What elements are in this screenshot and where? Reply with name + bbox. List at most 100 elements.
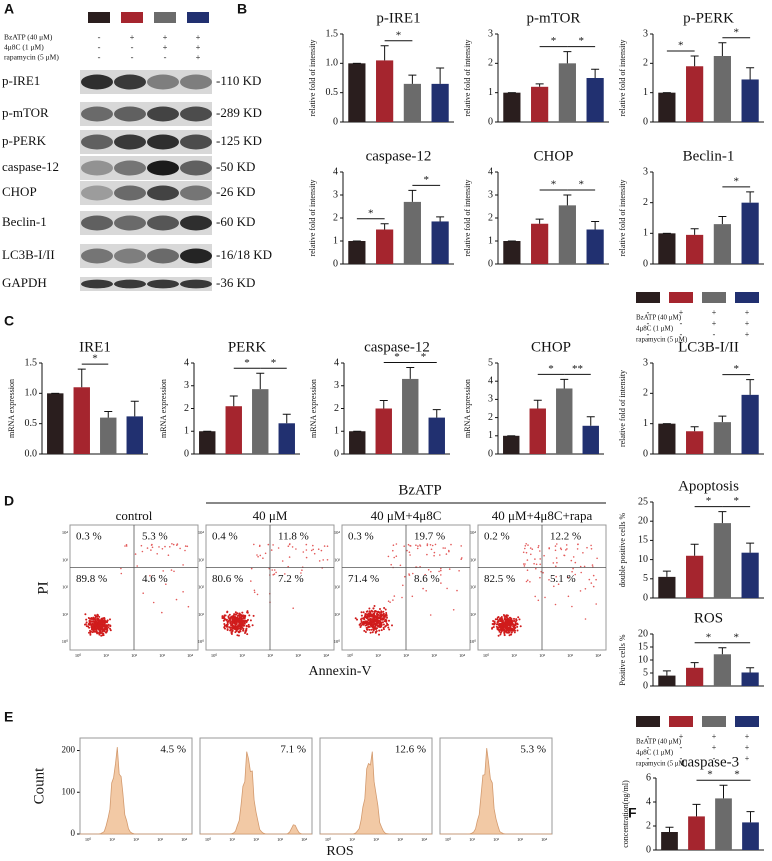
flow-dot	[171, 543, 173, 545]
flow-dot	[591, 564, 594, 566]
flow-dot	[512, 629, 514, 632]
flow-dot	[499, 633, 502, 636]
blot-band	[81, 185, 113, 201]
flow-dot	[438, 570, 440, 573]
legend-row-label: 4μ8C (1 μM)	[636, 749, 674, 757]
y-tick-label: 3	[333, 189, 338, 200]
legend-sign: +	[745, 743, 750, 752]
error-bar	[690, 55, 699, 67]
bar	[586, 229, 604, 264]
flow-dot	[497, 634, 500, 637]
flow-dot	[245, 624, 248, 627]
y-tick-label: 1	[184, 426, 189, 437]
blot-band	[81, 215, 113, 231]
flow-dot	[507, 629, 510, 632]
flow-dot	[251, 624, 254, 627]
bar	[741, 79, 759, 122]
flow-dot	[577, 543, 579, 545]
flow-dot	[378, 629, 381, 632]
flow-dot	[88, 621, 91, 624]
significance-label: *	[579, 35, 585, 47]
legend-sign: -	[680, 743, 683, 752]
flow-dot	[576, 548, 579, 550]
flow-dot	[508, 634, 511, 637]
blot-band	[114, 134, 146, 150]
quadrant-percent: 5.3 %	[142, 531, 168, 543]
histogram-x-tick-label: 10³	[517, 837, 524, 842]
y-tick-label: 1	[643, 228, 648, 239]
y-axis-title: relative fold of intensity	[463, 179, 472, 256]
flow-dot	[228, 613, 231, 616]
legend-swatch	[702, 292, 726, 303]
flow-dot	[534, 558, 536, 560]
significance-label: *	[421, 351, 427, 363]
flow-dot	[243, 615, 246, 618]
flow-dot	[373, 605, 376, 607]
flow-dot	[176, 543, 179, 545]
flow-dot	[239, 616, 242, 619]
flow-dot	[516, 629, 519, 632]
flow-y-tick-label: 10²	[470, 585, 477, 590]
flow-dot	[237, 626, 240, 629]
flow-dot	[238, 618, 241, 621]
flow-dot	[360, 614, 363, 617]
flow-dot	[574, 573, 576, 576]
blot-band	[147, 106, 179, 122]
flow-dot	[379, 614, 382, 617]
y-tick-label: 3	[488, 28, 493, 39]
flow-dot	[223, 623, 226, 625]
flow-dot	[360, 624, 363, 627]
chart-title: p-mTOR	[527, 10, 581, 26]
flow-dot	[511, 627, 514, 630]
flow-dot	[392, 544, 395, 546]
bar	[713, 224, 731, 264]
histogram-x-tick-label: 10³	[157, 837, 164, 842]
flow-dot	[106, 621, 108, 624]
histogram-percent: 4.5 %	[160, 744, 186, 756]
legend-sign: -	[164, 52, 167, 62]
flow-dot	[366, 628, 369, 631]
flow-dot	[186, 545, 189, 548]
histogram-x-tick-label: 10⁴	[421, 837, 428, 842]
flow-dot	[407, 543, 410, 546]
error-bar	[746, 379, 755, 395]
flow-y-tick-label: 10¹	[334, 612, 341, 617]
flow-dot	[360, 620, 363, 622]
flow-dot	[102, 617, 105, 620]
flow-dot	[524, 545, 527, 547]
y-tick-label: 0.5	[326, 87, 339, 98]
y-tick-label: 15	[638, 535, 648, 546]
error-bar	[229, 395, 238, 407]
chart-title: Beclin-1	[683, 148, 735, 164]
flow-dot	[544, 596, 546, 599]
flow-dot	[103, 624, 106, 627]
flow-dot	[326, 545, 329, 547]
flow-dot	[393, 595, 396, 597]
flow-y-tick-label: 10¹	[470, 612, 477, 617]
flow-dot	[149, 574, 151, 577]
legend-sign: -	[131, 42, 134, 52]
chart-title: CHOP	[531, 339, 571, 355]
histogram-x-tick-label: 10²	[253, 837, 260, 842]
flow-dot	[426, 553, 428, 556]
flow-dot	[89, 620, 92, 623]
blot-size-label: -289 KD	[216, 105, 262, 120]
histogram-percent: 12.6 %	[395, 744, 426, 756]
flow-dot	[500, 629, 503, 632]
legend-sign: -	[713, 754, 716, 763]
flow-dot	[372, 627, 375, 630]
error-bar	[560, 378, 569, 389]
flow-dot	[229, 626, 232, 629]
flow-dot	[503, 617, 506, 619]
quadrant-percent: 11.8 %	[278, 531, 309, 543]
flow-dot	[401, 596, 403, 599]
flow-dot	[571, 605, 573, 608]
flow-dot	[362, 611, 365, 614]
legend-sign: -	[647, 319, 650, 328]
flow-dot	[514, 620, 517, 623]
significance-label: *	[424, 174, 430, 186]
flow-dot	[100, 626, 103, 629]
flow-dot	[595, 578, 597, 581]
legend-sign: -	[680, 330, 683, 339]
flow-dot	[510, 631, 513, 634]
